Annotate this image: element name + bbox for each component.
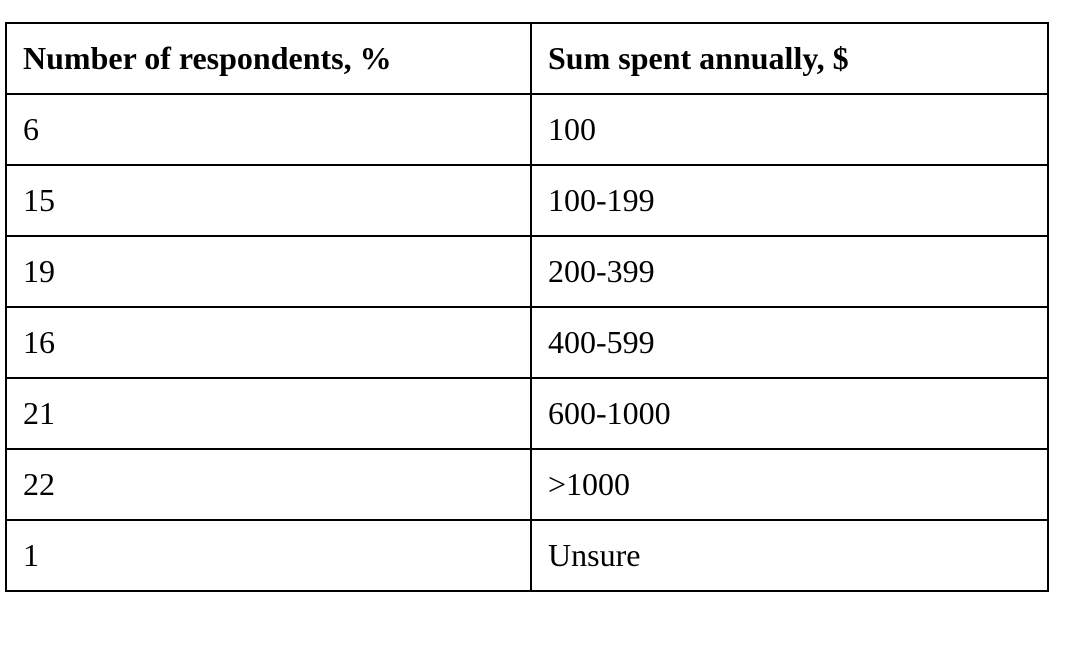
sum-spent-cell: 100 (530, 93, 1049, 166)
sum-spent-cell: 200-399 (530, 235, 1049, 308)
table-row: 16 400-599 (5, 306, 1049, 379)
respondents-cell: 16 (5, 306, 532, 379)
respondents-cell: 21 (5, 377, 532, 450)
sum-spent-cell: 100-199 (530, 164, 1049, 237)
respondents-cell: 19 (5, 235, 532, 308)
data-table: Number of respondents, % Sum spent annua… (5, 22, 1049, 592)
table-row: 21 600-1000 (5, 377, 1049, 450)
header-respondents: Number of respondents, % (5, 22, 532, 95)
header-sum-spent: Sum spent annually, $ (530, 22, 1049, 95)
sum-spent-cell: 600-1000 (530, 377, 1049, 450)
respondents-cell: 22 (5, 448, 532, 521)
table-row: 22 >1000 (5, 448, 1049, 521)
table-row: 15 100-199 (5, 164, 1049, 237)
sum-spent-cell: >1000 (530, 448, 1049, 521)
header-row: Number of respondents, % Sum spent annua… (5, 22, 1049, 95)
respondents-cell: 15 (5, 164, 532, 237)
table-row: 1 Unsure (5, 519, 1049, 592)
table-row: 6 100 (5, 93, 1049, 166)
table-row: 19 200-399 (5, 235, 1049, 308)
respondents-cell: 6 (5, 93, 532, 166)
sum-spent-cell: 400-599 (530, 306, 1049, 379)
respondents-cell: 1 (5, 519, 532, 592)
sum-spent-cell: Unsure (530, 519, 1049, 592)
